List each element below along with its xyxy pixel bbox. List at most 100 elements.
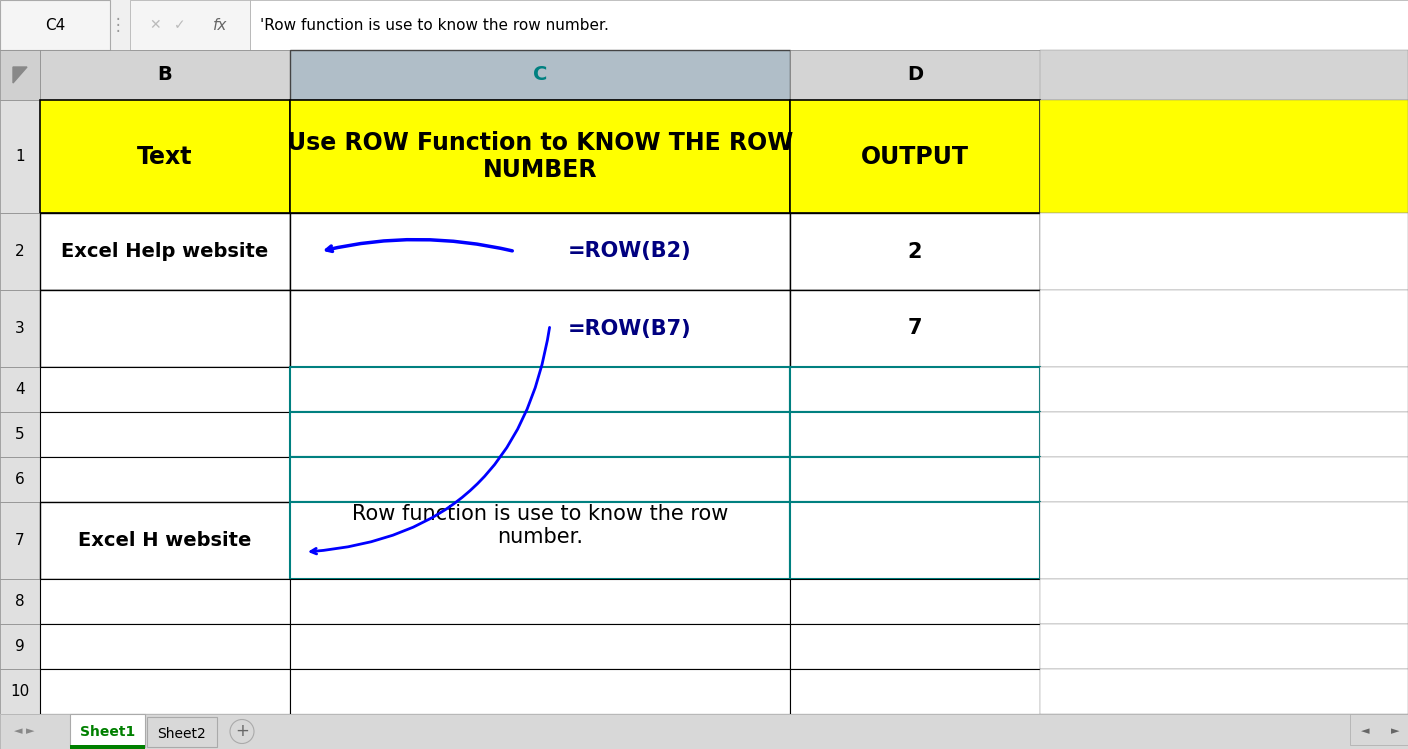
Text: 2: 2 — [908, 241, 922, 261]
Text: 10: 10 — [10, 684, 30, 699]
Text: 7: 7 — [908, 318, 922, 339]
Bar — [790, 213, 1041, 290]
Text: Excel H website: Excel H website — [79, 531, 252, 550]
Bar — [0, 714, 1408, 749]
Bar — [39, 457, 290, 502]
Bar — [790, 669, 1041, 714]
Bar — [790, 412, 1041, 457]
Bar — [1041, 624, 1408, 669]
Bar — [0, 100, 39, 213]
Text: 7: 7 — [15, 533, 25, 548]
Bar — [39, 50, 290, 100]
Bar — [39, 579, 290, 624]
Bar — [290, 457, 790, 502]
Text: 9: 9 — [15, 639, 25, 654]
Text: ►: ► — [1391, 727, 1400, 736]
Bar — [0, 502, 39, 579]
Bar — [0, 50, 39, 100]
Bar — [290, 669, 790, 714]
Bar — [290, 412, 790, 457]
Text: Excel Help website: Excel Help website — [62, 242, 269, 261]
Text: Sheet2: Sheet2 — [158, 727, 207, 741]
Bar — [790, 502, 1041, 579]
Text: Text: Text — [137, 145, 193, 169]
Text: ◄: ◄ — [14, 727, 23, 736]
Text: 3: 3 — [15, 321, 25, 336]
Bar — [1041, 290, 1408, 367]
Bar — [790, 100, 1041, 213]
Text: B: B — [158, 65, 172, 85]
Bar — [790, 367, 1041, 412]
Bar — [0, 624, 39, 669]
Bar — [39, 290, 290, 367]
Bar — [290, 624, 790, 669]
Bar — [0, 290, 39, 367]
Polygon shape — [13, 67, 27, 83]
Bar — [146, 717, 217, 747]
Text: ✓: ✓ — [175, 18, 186, 32]
Text: Sheet1: Sheet1 — [80, 724, 135, 739]
Bar — [39, 213, 290, 290]
Bar — [0, 0, 110, 50]
Text: C: C — [532, 65, 548, 85]
Bar — [0, 579, 39, 624]
Bar — [39, 100, 290, 213]
Text: D: D — [907, 65, 924, 85]
Bar — [290, 367, 790, 412]
Bar — [251, 0, 1408, 50]
Bar — [290, 579, 790, 624]
Bar — [0, 714, 1408, 749]
Bar — [290, 50, 790, 100]
Bar — [70, 714, 145, 747]
Bar — [790, 457, 1041, 502]
Text: ►: ► — [25, 727, 34, 736]
Bar — [0, 213, 39, 290]
Bar — [1350, 714, 1408, 745]
Text: =ROW(B7): =ROW(B7) — [569, 318, 691, 339]
Text: fx: fx — [213, 17, 227, 32]
Text: =ROW(B2): =ROW(B2) — [569, 241, 691, 261]
Bar — [790, 624, 1041, 669]
Bar — [39, 412, 290, 457]
Text: Row function is use to know the row
number.: Row function is use to know the row numb… — [352, 503, 728, 547]
Bar — [1041, 457, 1408, 502]
Text: 8: 8 — [15, 594, 25, 609]
Bar — [1041, 213, 1408, 290]
Bar — [1041, 50, 1408, 100]
Bar — [0, 669, 39, 714]
Text: 4: 4 — [15, 382, 25, 397]
Bar — [130, 0, 251, 50]
Bar — [0, 457, 39, 502]
Text: +: + — [235, 723, 249, 741]
Text: 2: 2 — [15, 244, 25, 259]
Bar — [1041, 502, 1408, 579]
Bar — [290, 290, 790, 367]
Bar — [290, 502, 790, 579]
Text: 5: 5 — [15, 427, 25, 442]
Text: 6: 6 — [15, 472, 25, 487]
Bar — [1041, 412, 1408, 457]
Bar — [39, 624, 290, 669]
Text: ✕: ✕ — [149, 18, 161, 32]
Text: Use ROW Function to KNOW THE ROW
NUMBER: Use ROW Function to KNOW THE ROW NUMBER — [287, 130, 793, 183]
Text: ◄: ◄ — [1360, 727, 1369, 736]
Bar — [1041, 669, 1408, 714]
Bar — [1041, 579, 1408, 624]
Bar — [790, 290, 1041, 367]
Bar — [39, 669, 290, 714]
Bar — [790, 579, 1041, 624]
Circle shape — [230, 720, 253, 744]
Text: 1: 1 — [15, 149, 25, 164]
Bar — [0, 412, 39, 457]
Bar — [70, 745, 145, 749]
Bar — [790, 50, 1041, 100]
Bar — [39, 367, 290, 412]
Text: 'Row function is use to know the row number.: 'Row function is use to know the row num… — [260, 17, 608, 32]
Bar — [1041, 367, 1408, 412]
Text: C4: C4 — [45, 17, 65, 32]
Text: OUTPUT: OUTPUT — [862, 145, 969, 169]
Bar — [290, 100, 790, 213]
Bar — [1041, 100, 1408, 213]
Bar — [0, 367, 39, 412]
Text: ⋮: ⋮ — [110, 16, 127, 34]
